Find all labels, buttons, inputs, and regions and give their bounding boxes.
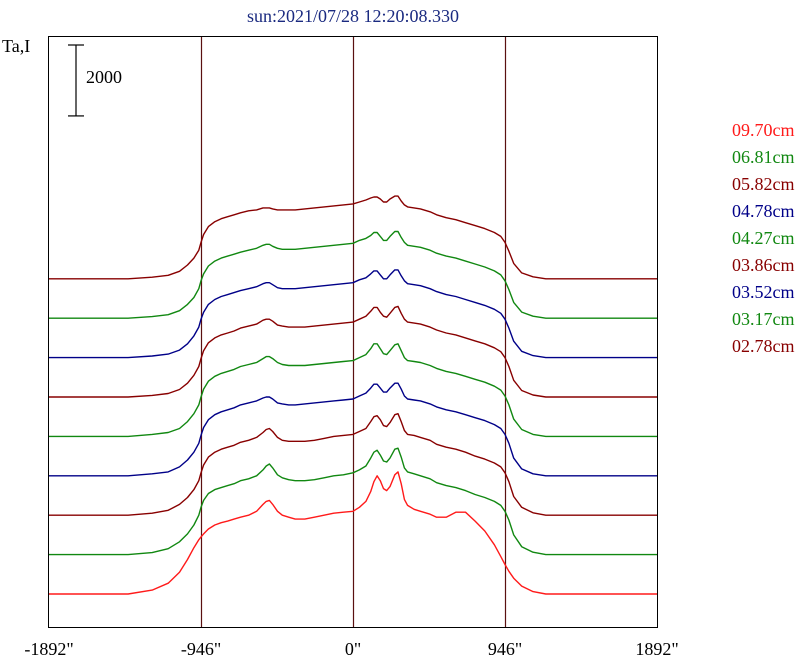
y-axis-label: Ta,I (2, 36, 30, 56)
reference-lines (200, 37, 507, 627)
series-group (49, 195, 657, 595)
legend-entry-3: 04.78cm (732, 201, 795, 221)
series-line-2 (49, 413, 657, 516)
legend-entry-7: 03.17cm (732, 309, 795, 329)
series-line-4 (49, 343, 657, 438)
x-tick-label-4: 1892" (635, 639, 678, 659)
legend-entry-6: 03.52cm (732, 282, 795, 302)
x-tick-label-3: 946" (488, 639, 522, 659)
plot-frame (48, 36, 658, 628)
series-line-6 (49, 269, 657, 359)
series-line-1 (49, 447, 657, 556)
x-tick-label-1: -946" (181, 639, 221, 659)
scale-bar-label: 2000 (86, 67, 122, 87)
x-tick-label-2: 0" (345, 639, 361, 659)
x-axis-ticks: -1892" -946" 0" 946" 1892" (24, 639, 678, 659)
series-line-0 (49, 471, 657, 595)
series-line-7 (49, 230, 657, 319)
legend: 09.70cm 06.81cm 05.82cm 04.78cm 04.27cm 03.86… (732, 120, 795, 356)
legend-entry-2: 05.82cm (732, 174, 795, 194)
legend-entry-8: 02.78cm (732, 336, 795, 356)
scale-bar: 2000 (68, 44, 122, 117)
legend-entry-1: 06.81cm (732, 147, 795, 167)
legend-entry-5: 03.86cm (732, 255, 795, 275)
legend-entry-4: 04.27cm (732, 228, 795, 248)
chart-title: sun:2021/07/28 12:20:08.330 (247, 6, 459, 26)
series-line-5 (49, 305, 657, 398)
legend-entry-0: 09.70cm (732, 120, 795, 140)
series-line-8 (49, 195, 657, 280)
series-line-3 (49, 382, 657, 477)
x-tick-label-0: -1892" (24, 639, 73, 659)
